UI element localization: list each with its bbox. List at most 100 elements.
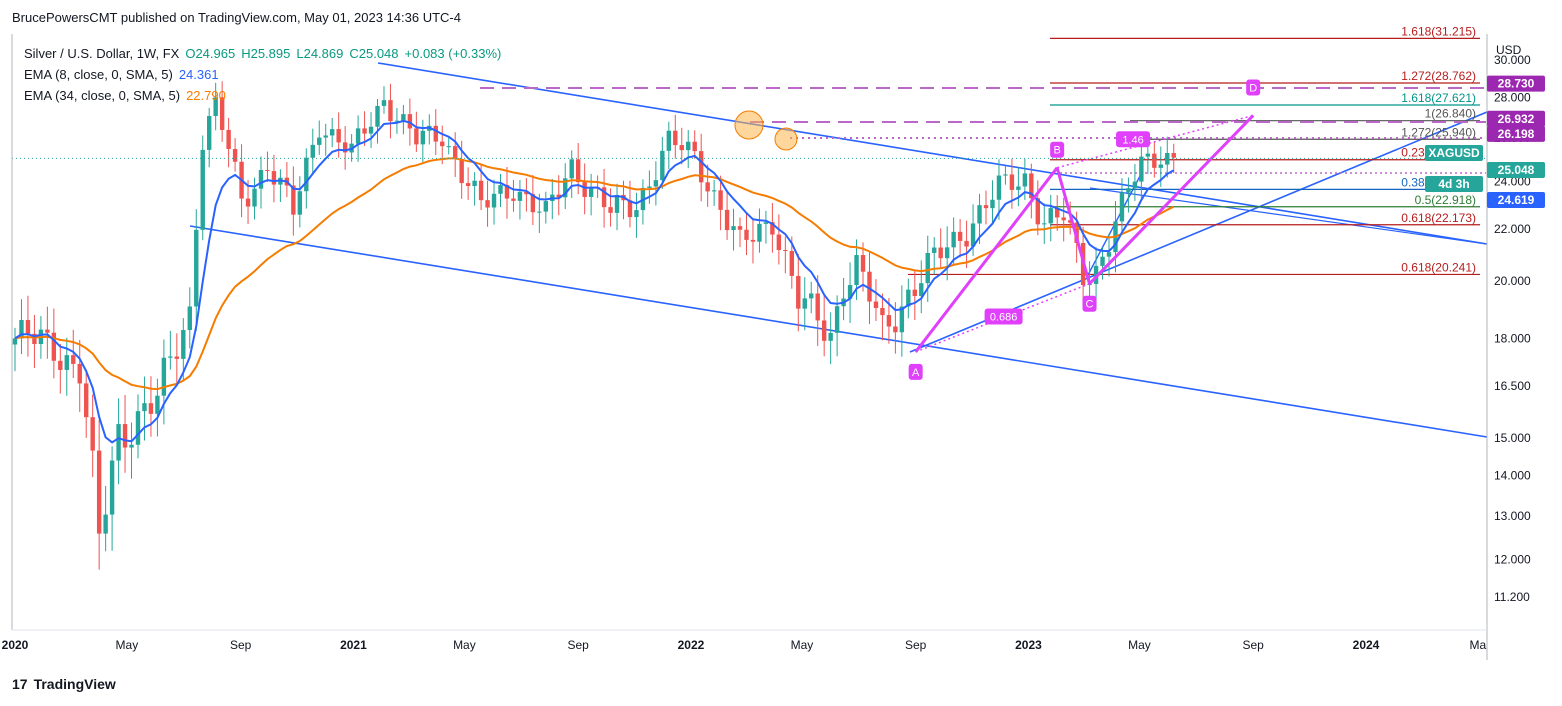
ratio-label-cd: 1.46	[1122, 134, 1143, 146]
candle-body	[1165, 152, 1170, 165]
candle-body	[45, 329, 50, 333]
legend-symbol: Silver / U.S. Dollar, 1W, FX	[24, 46, 180, 61]
candle-body	[679, 145, 684, 151]
candle-body	[1055, 208, 1060, 218]
candle-body	[854, 255, 859, 286]
legend-high: H25.895	[241, 46, 291, 61]
candle-body	[1067, 220, 1073, 223]
candle-body	[174, 356, 180, 359]
price-tick-label: 14.000	[1494, 468, 1531, 482]
candle-body	[608, 207, 613, 213]
legend-open: O24.965	[185, 46, 236, 61]
candle-body	[906, 289, 911, 307]
candle-body	[394, 120, 400, 122]
candle-body	[310, 144, 315, 158]
candle-body	[19, 319, 24, 339]
candle-body	[1106, 252, 1112, 257]
time-tick-label: May	[453, 638, 476, 652]
highlight-circle	[774, 127, 798, 151]
price-tag-bg	[1487, 162, 1545, 178]
pattern-leg-ab	[914, 166, 1059, 353]
candle-body	[789, 251, 795, 276]
candle-body	[116, 424, 121, 461]
ema34-line	[14, 157, 1175, 391]
candle-body	[1119, 192, 1125, 222]
candle-body	[983, 205, 989, 209]
candle-body	[245, 198, 251, 207]
candle-body	[1042, 223, 1047, 225]
candle-body	[459, 159, 464, 184]
legend-change: +0.083 (+0.33%)	[404, 46, 502, 61]
tv-logo-icon: 17	[12, 676, 28, 692]
candle-body	[498, 185, 503, 194]
candle-body	[504, 185, 510, 199]
candle-body	[757, 223, 762, 242]
tradingview-logo[interactable]: 17 TradingView	[12, 676, 116, 692]
price-tick-label: 18.000	[1494, 331, 1531, 345]
candle-body	[135, 411, 141, 445]
candle-body	[414, 128, 419, 145]
fib-level-label: 0.5(22.918)	[1415, 193, 1476, 207]
candle-body	[148, 403, 154, 414]
candle-body	[543, 201, 549, 212]
candle-body	[407, 114, 413, 129]
candle-body	[686, 141, 691, 151]
candle-body	[213, 97, 218, 117]
candle-body	[258, 170, 264, 189]
candle-body	[181, 330, 186, 359]
candle-body	[517, 191, 523, 201]
candle-body	[692, 141, 697, 152]
pattern-point-label: C	[1086, 299, 1094, 311]
price-tick-label: 13.000	[1494, 509, 1531, 523]
candle-body	[944, 247, 950, 259]
candle-body	[957, 231, 963, 241]
candle-body	[970, 223, 976, 247]
abcd-pattern: A B C D 0.686 1.46	[12, 79, 1487, 380]
candle-body	[161, 357, 167, 396]
legend-low: L24.869	[296, 46, 344, 61]
ema-lines	[14, 119, 1175, 444]
candle-body	[96, 450, 102, 534]
candle-body	[336, 129, 341, 143]
time-tick-label: 2023	[1015, 638, 1042, 652]
candle-body	[1100, 256, 1105, 266]
candle-body	[1022, 173, 1028, 187]
candle-body	[323, 135, 328, 138]
candle-body	[711, 190, 717, 192]
candle-body	[71, 355, 76, 364]
time-tick-label: May	[116, 638, 139, 652]
candle-body	[342, 142, 348, 153]
candle-body	[634, 210, 639, 218]
price-tag-label: 4d 3h	[1438, 177, 1469, 191]
legend-main: Silver / U.S. Dollar, 1W, FX O24.965 H25.8…	[24, 46, 507, 61]
price-tag-bg	[1487, 75, 1545, 92]
price-tick-label: 12.000	[1494, 552, 1531, 566]
candle-body	[737, 226, 743, 230]
price-tag-bg	[1487, 192, 1545, 208]
price-tick-label: 22.000	[1494, 222, 1531, 236]
legend-ema8: EMA (8, close, 0, SMA, 5) 24.361	[24, 67, 225, 82]
candle-body	[938, 247, 943, 259]
candle-body	[537, 211, 542, 213]
price-tick-label: 30.000	[1494, 53, 1531, 67]
candle-body	[129, 444, 134, 448]
candle-body	[1029, 173, 1034, 199]
pattern-point-badge	[1050, 141, 1065, 158]
ema34-label: EMA (34, close, 0, SMA, 5)	[24, 88, 181, 103]
candle-body	[452, 146, 458, 160]
candle-body	[368, 126, 374, 134]
candle-body	[763, 222, 769, 224]
candle-body	[84, 383, 89, 418]
candle-body	[1016, 186, 1021, 190]
candle-body	[556, 194, 561, 198]
price-tag-bg	[1487, 125, 1545, 142]
candle-body	[1009, 174, 1015, 190]
candle-body	[834, 306, 840, 333]
candle-body	[718, 190, 723, 210]
time-tick-label: Sep	[905, 638, 927, 652]
price-tick-label: 24.000	[1494, 175, 1531, 189]
candle-body	[446, 146, 451, 148]
fib-level-label: 1.618(31.215)	[1401, 24, 1476, 38]
